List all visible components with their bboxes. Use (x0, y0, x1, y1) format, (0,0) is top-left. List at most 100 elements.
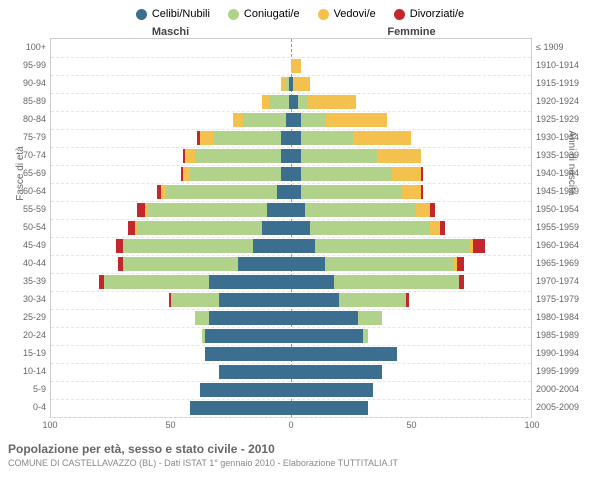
age-label: 100+ (8, 38, 46, 56)
birth-label: 1920-1924 (536, 92, 592, 110)
age-label: 20-24 (8, 326, 46, 344)
bar (202, 329, 291, 343)
male-half (51, 399, 291, 417)
bar-row (51, 345, 531, 363)
segment-coniugati (301, 113, 325, 127)
legend-label: Vedovi/e (334, 8, 376, 20)
age-label: 30-34 (8, 290, 46, 308)
bar (281, 77, 291, 91)
bar (205, 347, 291, 361)
segment-celibi (291, 203, 305, 217)
segment-vedovi (293, 77, 310, 91)
right-axis-title: Anni di nascita (566, 130, 577, 195)
male-half (51, 93, 291, 111)
bar (233, 113, 291, 127)
legend-swatch (136, 9, 147, 20)
age-label: 65-69 (8, 164, 46, 182)
birth-label: 1935-1939 (536, 146, 592, 164)
segment-vedovi (185, 149, 195, 163)
bar (291, 239, 485, 253)
segment-vedovi (325, 113, 387, 127)
bar-row (51, 165, 531, 183)
male-half (51, 327, 291, 345)
segment-celibi (291, 221, 310, 235)
bar (197, 131, 291, 145)
bar (291, 275, 464, 289)
male-half (51, 165, 291, 183)
bar (219, 365, 291, 379)
male-half (51, 39, 291, 57)
birth-label: 1950-1954 (536, 200, 592, 218)
segment-vedovi (377, 149, 420, 163)
segment-coniugati (339, 293, 406, 307)
birth-label: 1910-1914 (536, 56, 592, 74)
bar-row (51, 201, 531, 219)
bar-row (51, 111, 531, 129)
bar-row (51, 291, 531, 309)
male-half (51, 111, 291, 129)
age-label: 75-79 (8, 128, 46, 146)
bar (181, 167, 291, 181)
legend-swatch (394, 9, 405, 20)
segment-celibi (291, 365, 382, 379)
segment-celibi (209, 311, 291, 325)
bar-row (51, 237, 531, 255)
birth-label: 1940-1944 (536, 164, 592, 182)
age-label: 90-94 (8, 74, 46, 92)
female-half (291, 273, 531, 291)
x-tick: 100 (42, 420, 57, 430)
segment-celibi (291, 347, 397, 361)
segment-celibi (291, 401, 368, 415)
age-label: 80-84 (8, 110, 46, 128)
segment-coniugati (315, 239, 469, 253)
bar (157, 185, 291, 199)
male-half (51, 273, 291, 291)
male-half (51, 75, 291, 93)
male-half (51, 255, 291, 273)
segment-celibi (200, 383, 291, 397)
age-label: 50-54 (8, 218, 46, 236)
bar (116, 239, 291, 253)
bar-row (51, 75, 531, 93)
left-axis-title: Fasce di età (15, 146, 26, 200)
segment-celibi (267, 203, 291, 217)
segment-vedovi (183, 167, 190, 181)
population-pyramid-chart: Celibi/NubiliConiugati/eVedovi/eDivorzia… (0, 0, 600, 472)
segment-vedovi (416, 203, 430, 217)
x-tick: 100 (524, 420, 539, 430)
segment-celibi (219, 293, 291, 307)
female-half (291, 219, 531, 237)
segment-vedovi (392, 167, 421, 181)
age-label: 10-14 (8, 362, 46, 380)
segment-divorziati (440, 221, 445, 235)
female-half (291, 381, 531, 399)
male-half (51, 345, 291, 363)
bar (291, 329, 368, 343)
segment-divorziati (421, 185, 423, 199)
segment-coniugati (104, 275, 210, 289)
legend: Celibi/NubiliConiugati/eVedovi/eDivorzia… (8, 8, 592, 20)
segment-divorziati (406, 293, 408, 307)
x-tick: 50 (165, 420, 175, 430)
segment-celibi (262, 221, 291, 235)
segment-coniugati (195, 311, 209, 325)
x-ticks: 10050050100 (50, 418, 532, 434)
x-tick: 50 (406, 420, 416, 430)
birth-label: 1945-1949 (536, 182, 592, 200)
female-half (291, 165, 531, 183)
segment-divorziati (473, 239, 485, 253)
legend-item: Coniugati/e (228, 8, 300, 20)
female-half (291, 399, 531, 417)
age-label: 0-4 (8, 398, 46, 416)
bar (291, 311, 382, 325)
male-half (51, 309, 291, 327)
segment-celibi (291, 239, 315, 253)
male-half (51, 237, 291, 255)
segment-celibi (281, 167, 291, 181)
birth-label: 1995-1999 (536, 362, 592, 380)
bar (291, 257, 464, 271)
bar-row (51, 183, 531, 201)
segment-coniugati (301, 131, 354, 145)
segment-celibi (238, 257, 291, 271)
bar (183, 149, 291, 163)
